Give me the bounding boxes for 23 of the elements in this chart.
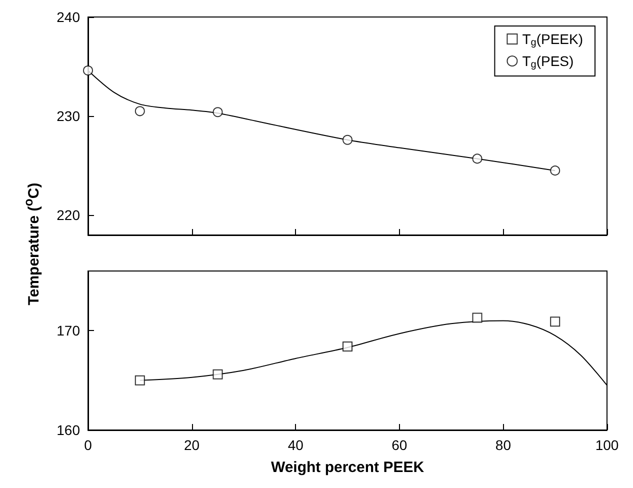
point [550, 166, 560, 176]
y-tick-label: 240 [56, 9, 80, 25]
x-tick-label: 20 [184, 437, 200, 453]
point [472, 154, 482, 164]
point [550, 316, 560, 327]
y-tick-label: 170 [56, 322, 80, 339]
x-axis-title: Weight percent PEEK [270, 459, 424, 476]
x-tick-label: 40 [288, 437, 304, 453]
x-tick-label: 60 [392, 437, 408, 453]
x-tick-label: 100 [595, 437, 619, 453]
point [342, 134, 352, 145]
x-tick-label: 80 [495, 437, 512, 453]
point [212, 107, 223, 118]
y-tick-label: 230 [56, 108, 80, 124]
x-tick-label: 0 [84, 437, 92, 453]
y-tick-label: 220 [56, 207, 80, 224]
y-tick-label: 160 [56, 422, 80, 438]
point [134, 106, 145, 116]
point [472, 312, 482, 323]
point [212, 369, 223, 380]
point [83, 66, 93, 76]
point [342, 342, 352, 352]
point [134, 375, 145, 386]
